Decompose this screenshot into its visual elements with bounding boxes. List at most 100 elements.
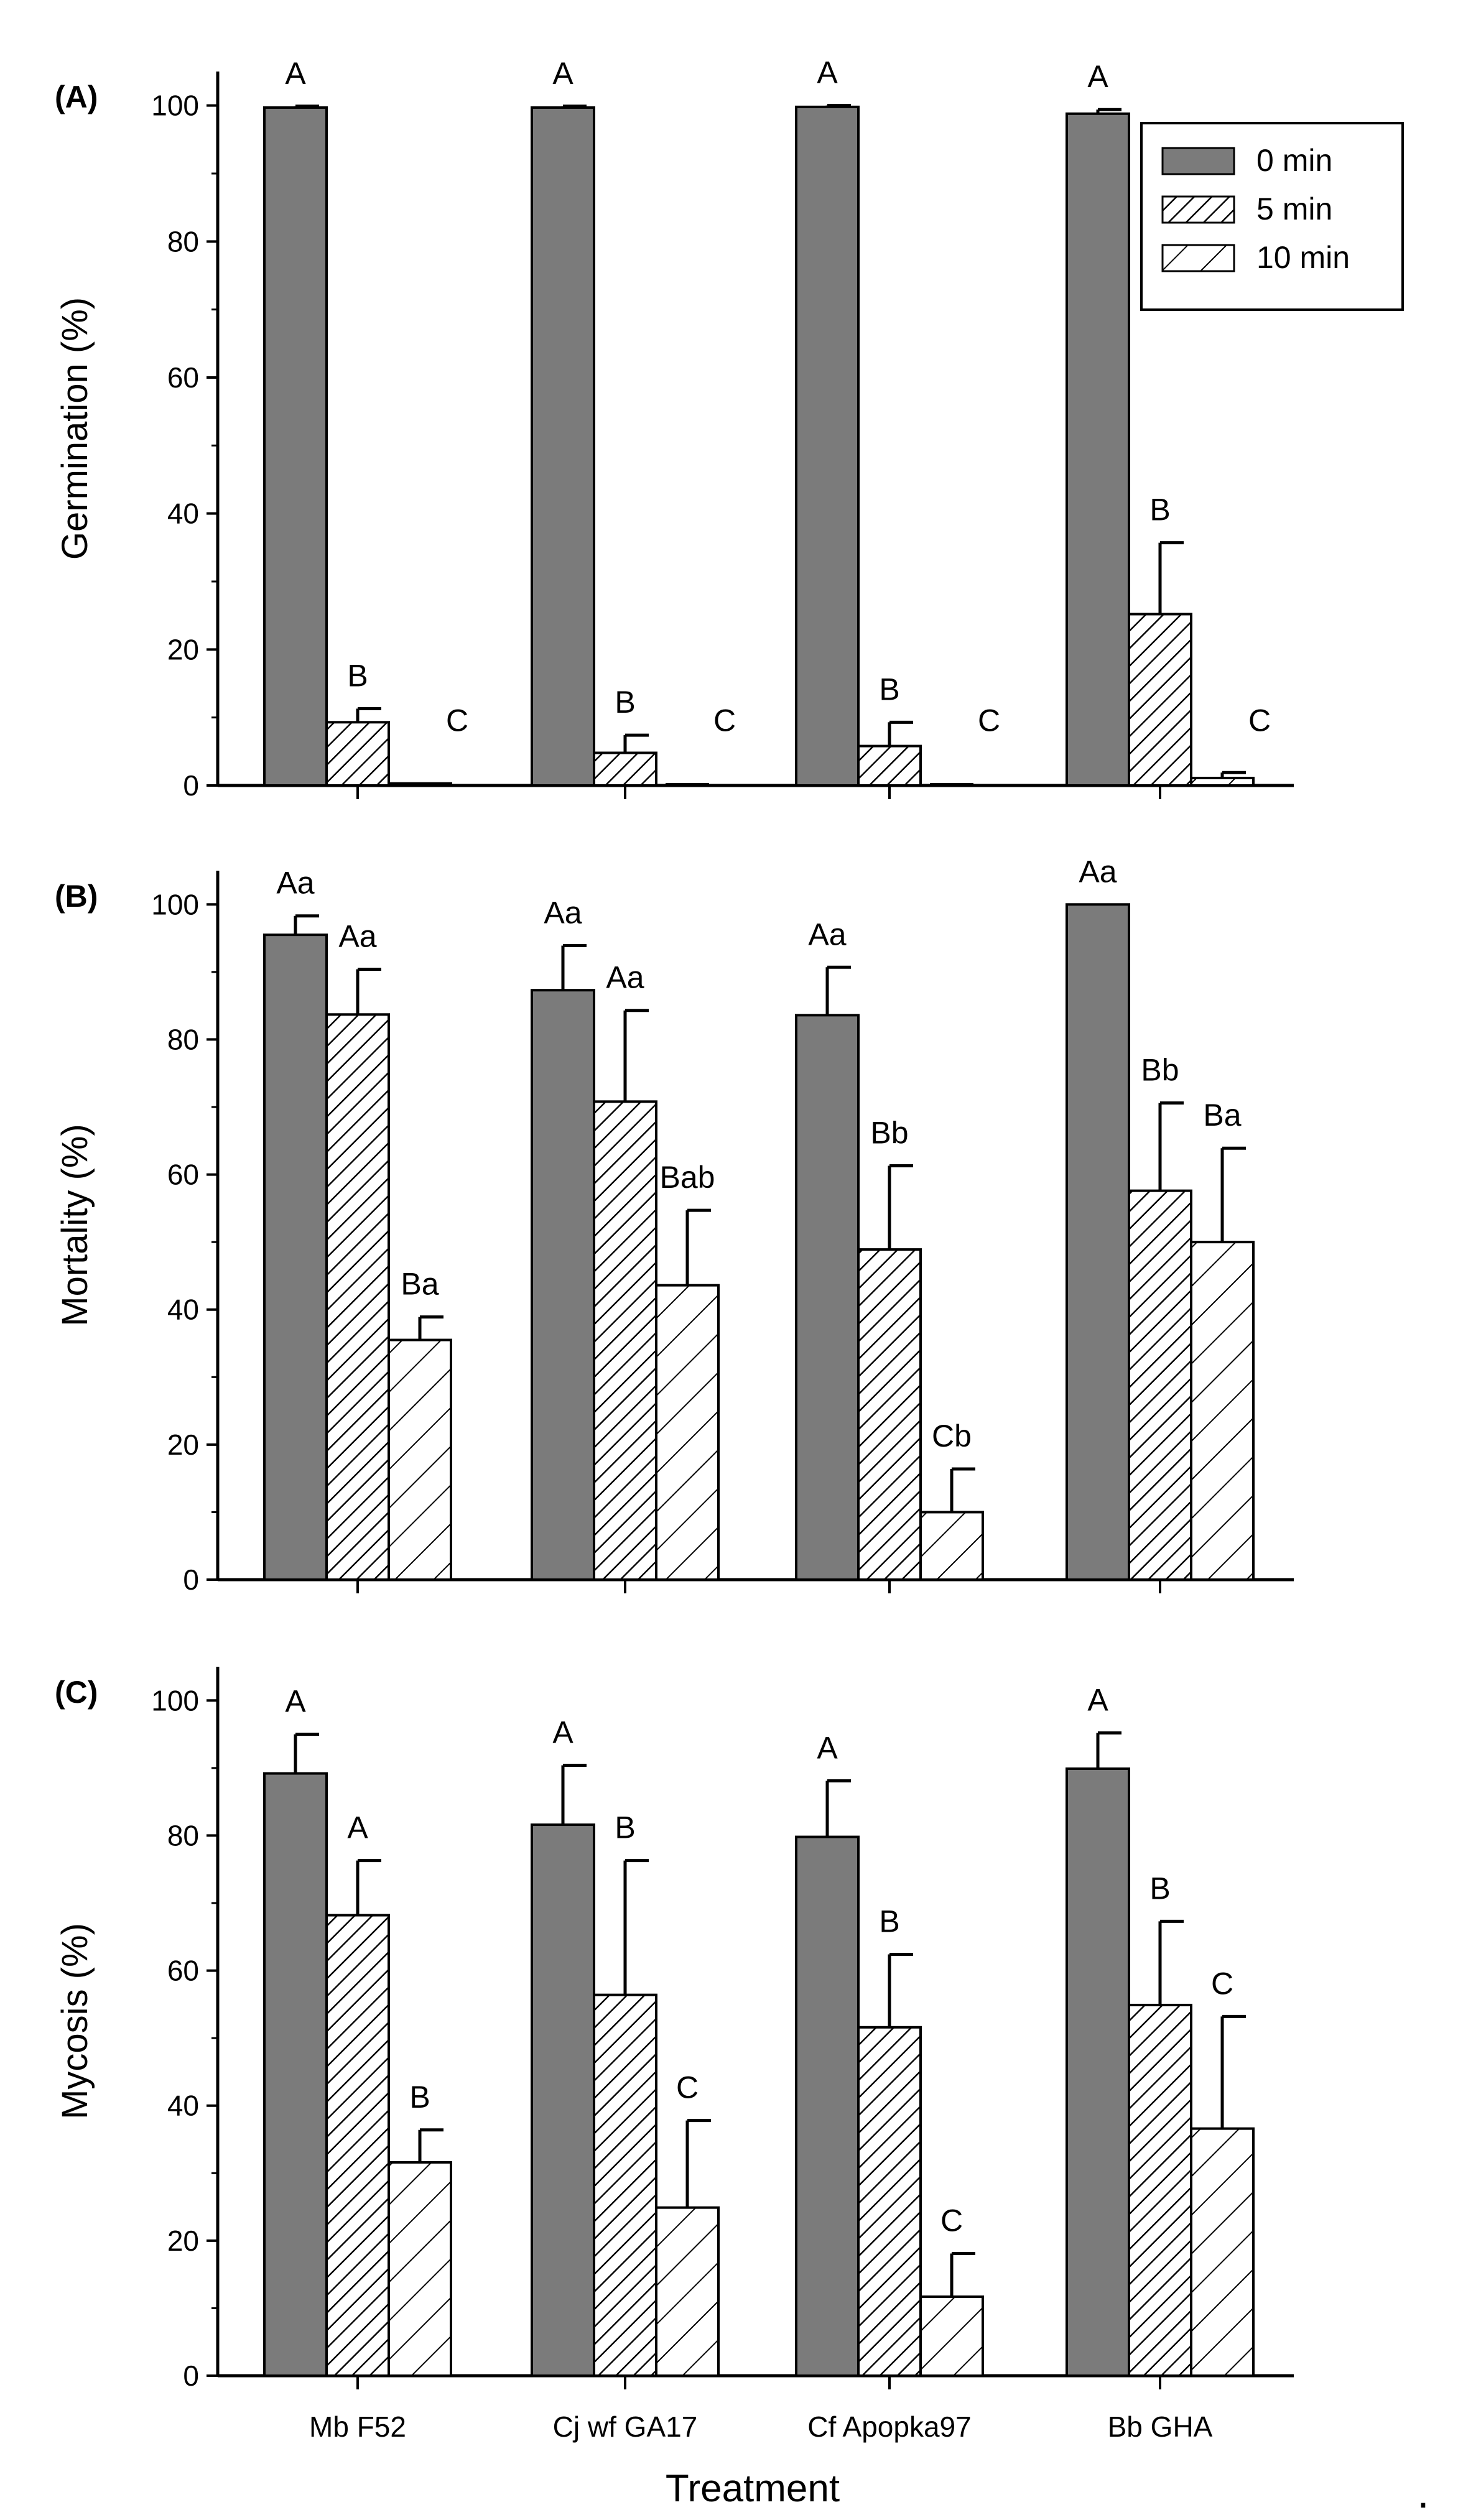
bar — [593, 1100, 657, 1582]
significance-letter: C — [446, 703, 468, 738]
y-tick-label: 0 — [183, 2360, 199, 2392]
significance-letter: B — [879, 672, 899, 706]
bar — [1128, 613, 1192, 787]
y-tick-label: 0 — [183, 1563, 199, 1596]
y-tick-label: 20 — [167, 1429, 199, 1461]
significance-letter: B — [879, 1904, 899, 1939]
significance-letter: A — [552, 56, 573, 91]
panel-mycosis: 0 20 40 60 80 100 Mycosis (%) (C) Mb F52 A A B Cj wf… — [55, 1667, 1294, 2443]
bar — [531, 106, 595, 787]
bar — [857, 2026, 922, 2378]
bar — [1066, 112, 1130, 787]
bar — [1190, 776, 1255, 787]
legend-label: 0 min — [1256, 143, 1332, 178]
significance-letter: Ba — [1203, 1098, 1241, 1133]
bar — [1190, 1241, 1255, 1581]
significance-letter: A — [817, 1730, 838, 1765]
significance-letter: A — [347, 1810, 368, 1845]
bar — [593, 1993, 657, 2378]
x-tick-label: Mb F52 — [309, 2411, 406, 2443]
y-tick-label: 100 — [151, 888, 199, 920]
significance-letter: Cb — [932, 1419, 972, 1453]
significance-letter: B — [615, 685, 635, 720]
bar — [795, 105, 860, 787]
y-tick-label: 100 — [151, 1684, 199, 1716]
y-tick-label: 60 — [167, 1955, 199, 1987]
significance-letter: Aa — [276, 866, 314, 901]
legend-label: 10 min — [1256, 240, 1350, 275]
legend-swatch — [1161, 195, 1235, 224]
significance-letter: Aa — [338, 919, 376, 954]
bar — [263, 1772, 328, 2378]
panel-germination: 0 20 40 60 80 100 Germination (%) (A) A B C A B C A B C A… — [55, 55, 1404, 802]
bar — [1066, 903, 1130, 1581]
significance-letter: C — [940, 2203, 963, 2238]
significance-letter: A — [285, 1684, 306, 1719]
y-tick-label: 40 — [167, 1294, 199, 1326]
legend-swatch — [1161, 244, 1235, 272]
bar — [325, 1013, 390, 1582]
significance-letter: A — [817, 55, 838, 90]
bar — [655, 2206, 720, 2378]
trailing-mark: . — [1417, 2468, 1429, 2517]
significance-letter: Bab — [660, 1160, 715, 1195]
y-tick-label: 80 — [167, 1023, 199, 1055]
significance-letter: C — [713, 703, 736, 738]
significance-letter: C — [1248, 703, 1271, 738]
significance-letter: Bb — [870, 1115, 908, 1150]
significance-letter: B — [615, 1810, 635, 1845]
significance-letter: B — [1149, 493, 1170, 527]
y-tick-label: 0 — [183, 769, 199, 802]
y-tick-label: 100 — [151, 90, 199, 122]
legend-label: 5 min — [1256, 192, 1332, 226]
bar — [857, 1248, 922, 1581]
significance-letter: B — [409, 2080, 430, 2115]
y-tick-label: 40 — [167, 2090, 199, 2122]
panel-label: (B) — [55, 879, 98, 914]
y-tick-label: 60 — [167, 1159, 199, 1191]
x-tick-label: Bb GHA — [1108, 2411, 1213, 2443]
significance-letter: Ba — [401, 1267, 439, 1302]
bar — [531, 989, 595, 1581]
y-tick-label: 20 — [167, 2225, 199, 2257]
panel-mortality: 0 20 40 60 80 100 Mortality (%) (B) Aa Aa Ba Aa Aa Ba… — [55, 854, 1294, 1596]
significance-letter: Aa — [1079, 854, 1117, 889]
x-tick-label: Cj wf GA17 — [553, 2411, 698, 2443]
y-tick-label: 80 — [167, 225, 199, 257]
bar — [919, 2295, 984, 2378]
bar — [919, 1511, 984, 1581]
bar — [325, 721, 390, 787]
bar — [388, 782, 452, 787]
y-tick-label: 60 — [167, 361, 199, 394]
bar — [655, 1284, 720, 1582]
significance-letter: A — [552, 1715, 573, 1750]
bar — [593, 751, 657, 787]
panel-label: (C) — [55, 1675, 98, 1710]
y-axis-title: Mycosis (%) — [55, 1923, 95, 2119]
bar — [263, 106, 328, 787]
legend-swatch — [1161, 147, 1235, 175]
significance-letter: Aa — [544, 896, 582, 930]
y-axis-title: Germination (%) — [55, 297, 95, 560]
y-tick-label: 40 — [167, 498, 199, 530]
significance-letter: C — [676, 2070, 699, 2105]
bar — [1066, 1767, 1130, 2377]
bar — [795, 1835, 860, 2378]
y-axis-title: Mortality (%) — [55, 1124, 95, 1326]
x-tick-label: Cf Apopka97 — [807, 2411, 971, 2443]
bar — [1190, 2127, 1255, 2378]
bar — [263, 933, 328, 1581]
bar — [1128, 1189, 1192, 1581]
significance-letter: Bb — [1141, 1052, 1179, 1087]
y-tick-label: 80 — [167, 1819, 199, 1851]
significance-letter: B — [347, 658, 368, 693]
significance-letter: A — [1087, 59, 1108, 94]
bar — [795, 1014, 860, 1582]
bar — [531, 1823, 595, 2377]
bar — [325, 1914, 390, 2378]
bar — [388, 1338, 452, 1582]
y-tick-label: 20 — [167, 633, 199, 665]
significance-letter: A — [1087, 1682, 1108, 1717]
bar — [1128, 2003, 1192, 2377]
significance-letter: Aa — [606, 960, 644, 995]
